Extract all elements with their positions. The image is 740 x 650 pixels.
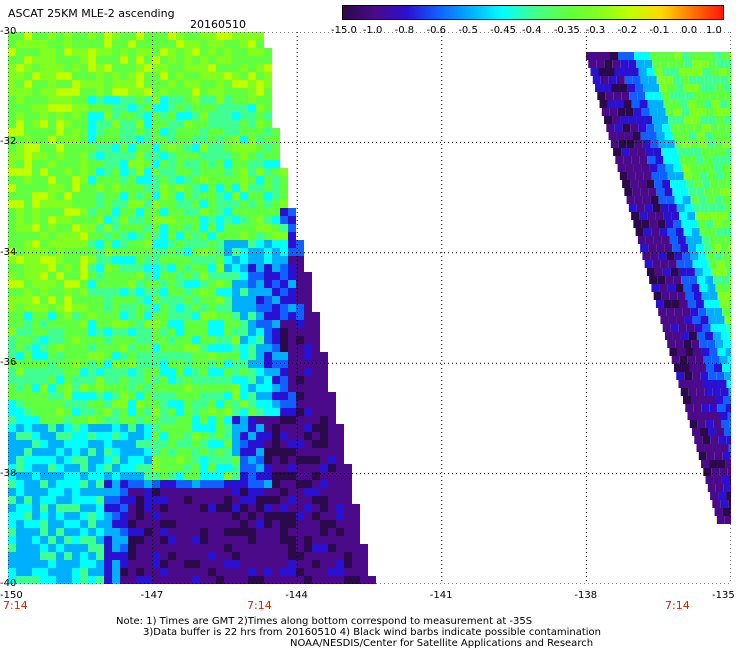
colorbar-tick-label: -0.35 [553,25,580,36]
lon-tick-label: -135 [712,590,735,601]
lon-tick-label: -147 [140,590,164,601]
lat-tick-label: -34 [0,246,17,258]
colorbar [342,5,724,20]
colorbar-tick-label: -0.8 [394,25,415,36]
colorbar-tick-label: -1.0 [362,25,383,36]
colorbar-tick-label: -15.0 [331,25,357,36]
map-date: 20160510 [190,18,246,31]
note-line-2: 3)Data buffer is 22 hrs from 20160510 4)… [143,627,601,638]
swath-time-1: 7:14 [3,599,28,612]
lon-tick-label: -144 [285,590,308,601]
colorbar-tick-label: -0.6 [426,25,447,36]
lon-tick-label: -141 [429,590,453,601]
lat-tick-label: -30 [0,26,17,37]
note-line-3: NOAA/NESDIS/Center for Satellite Applica… [290,638,594,649]
swath-cells [8,32,731,584]
note-line-1: Note: 1) Times are GMT 2)Times along bot… [116,616,533,627]
lon-tick-label: -150 [0,590,23,601]
map-grid [8,32,731,584]
swath-time-2: 7:14 [247,599,272,612]
colorbar-tick-label: -0.5 [458,25,478,36]
colorbar-tick-label: -0.3 [585,25,606,36]
map-title: ASCAT 25KM MLE-2 ascending [8,7,175,20]
colorbar-tick-label: -0.1 [649,25,669,36]
colorbar-tick-label: -0.2 [617,25,638,36]
colorbar-tick-label: -0.45 [490,25,517,36]
colorbar-tick-label: 1.0 [706,25,722,36]
colorbar-gradient [343,6,723,19]
swath-time-3: 7:14 [665,599,690,612]
lat-tick-label: -32 [0,136,17,148]
lat-tick-label: -36 [0,357,17,369]
lat-tick-label: -40 [0,578,17,589]
lat-tick-label: -38 [0,467,17,479]
lon-tick-label: -138 [574,590,598,601]
colorbar-tick-label: -0.4 [522,25,542,36]
colorbar-tick-label: 0.0 [681,25,698,36]
map-plot [8,32,731,584]
